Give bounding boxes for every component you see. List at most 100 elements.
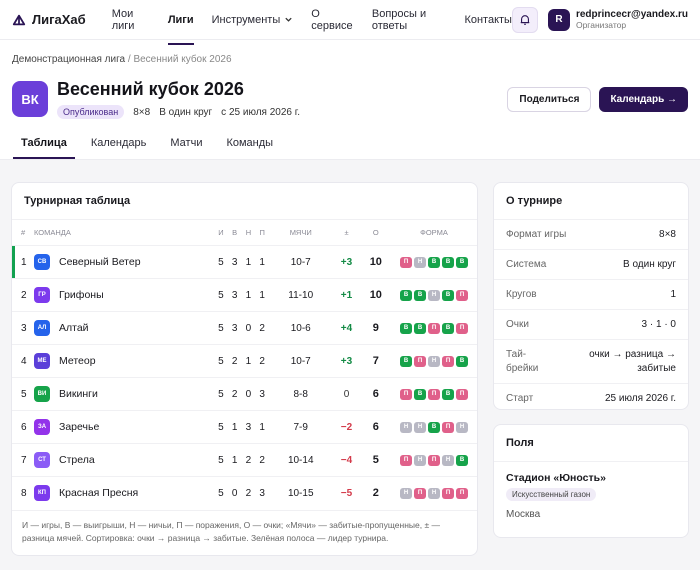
col-diff: ± bbox=[332, 219, 361, 246]
nav-faq[interactable]: Вопросы и ответы bbox=[372, 8, 447, 32]
team-cell[interactable]: СВ Северный Ветер bbox=[34, 245, 214, 279]
form-badge: В bbox=[414, 388, 426, 400]
points-cell: 10 bbox=[360, 245, 391, 279]
league-logo: ВК bbox=[12, 81, 48, 117]
played-cell: 5 bbox=[214, 278, 228, 312]
wins-cell: 3 bbox=[227, 278, 242, 312]
user-menu[interactable]: R redprincecr@yandex.ru Организатор bbox=[547, 8, 688, 31]
about-value: 25 июля 2026 г. bbox=[604, 393, 676, 404]
meta-format: 8×8 bbox=[133, 106, 151, 118]
tab-teams[interactable]: Команды bbox=[226, 137, 274, 149]
wins-cell: 2 bbox=[227, 377, 242, 411]
tab-table[interactable]: Таблица bbox=[13, 137, 75, 159]
brand-icon bbox=[12, 14, 26, 25]
table-row[interactable]: 2 ГР Грифоны 5 3 1 1 11-10 +1 10 В В Н В П bbox=[12, 278, 477, 312]
goals-cell: 11-10 bbox=[269, 278, 333, 312]
form-badge: В bbox=[456, 454, 468, 466]
form-badge: П bbox=[428, 388, 440, 400]
standings-card: Турнирная таблица # КОМАНДА И В Н П МЯЧИ… bbox=[11, 182, 478, 556]
form-badge: В bbox=[442, 388, 454, 400]
share-button[interactable]: Поделиться bbox=[507, 86, 592, 112]
nav-leagues[interactable]: Лиги bbox=[167, 8, 194, 45]
draws-cell: 1 bbox=[241, 344, 256, 378]
table-row[interactable]: 4 МЕ Метеор 5 2 1 2 10-7 +3 7 В П Н П В bbox=[12, 344, 477, 378]
form-badge: П bbox=[456, 388, 468, 400]
fields-card: Поля Стадион «Юность» Искусственный газо… bbox=[493, 424, 689, 538]
notifications-button[interactable] bbox=[511, 6, 538, 33]
table-row[interactable]: 7 СТ Стрела 5 1 2 2 10-14 −4 5 П Н П Н В bbox=[12, 443, 477, 477]
team-cell[interactable]: КП Красная Пресня bbox=[34, 476, 214, 510]
team-cell[interactable]: ВИ Викинги bbox=[34, 377, 214, 411]
form-badge: Н bbox=[428, 355, 440, 367]
nav-label: Инструменты bbox=[211, 13, 281, 26]
team-cell[interactable]: СТ Стрела bbox=[34, 443, 214, 477]
diff-cell: 0 bbox=[332, 377, 361, 411]
form-badge: П bbox=[456, 487, 468, 499]
points-cell: 2 bbox=[360, 476, 391, 510]
title-block: Весенний кубок 2026 Опубликован 8×8 В од… bbox=[57, 79, 300, 119]
meta-system: В один круг bbox=[159, 106, 213, 118]
form-badge: В bbox=[400, 289, 412, 301]
tab-matches[interactable]: Матчи bbox=[170, 137, 203, 149]
goals-cell: 10-6 bbox=[269, 311, 333, 345]
team-badge: ГР bbox=[34, 287, 50, 303]
goals-cell: 10-15 bbox=[269, 476, 333, 510]
draws-cell: 2 bbox=[241, 476, 256, 510]
calendar-button[interactable]: Календарь → bbox=[599, 86, 688, 112]
about-key: Система bbox=[506, 259, 547, 270]
standings-header-row: # КОМАНДА И В Н П МЯЧИ ± О ФОРМА bbox=[12, 219, 477, 246]
team-cell[interactable]: ЗА Заречье bbox=[34, 410, 214, 444]
points-cell: 10 bbox=[360, 278, 391, 312]
breadcrumb-parent[interactable]: Демонстрационная лига bbox=[12, 54, 126, 65]
form-badge: П bbox=[400, 388, 412, 400]
losses-cell: 1 bbox=[255, 245, 270, 279]
table-row[interactable]: 1 СВ Северный Ветер 5 3 1 1 10-7 +3 10 П Н В В В bbox=[12, 245, 477, 279]
league-header: Демонстрационная лига / Весенний кубок 2… bbox=[0, 40, 700, 160]
draws-cell: 3 bbox=[241, 410, 256, 444]
tab-calendar[interactable]: Календарь bbox=[90, 137, 147, 149]
team-name: Викинги bbox=[59, 388, 98, 400]
table-row[interactable]: 3 АЛ Алтай 5 3 0 2 10-6 +4 9 В В П В П bbox=[12, 311, 477, 345]
points-cell: 5 bbox=[360, 443, 391, 477]
nav-contacts[interactable]: Контакты bbox=[464, 8, 512, 32]
draws-cell: 2 bbox=[241, 443, 256, 477]
form-badge: В bbox=[414, 322, 426, 334]
about-row-start: Старт 25 июля 2026 г. bbox=[494, 383, 688, 413]
col-points: О bbox=[360, 219, 391, 246]
nav-about[interactable]: О сервисе bbox=[311, 8, 354, 32]
table-row[interactable]: 6 ЗА Заречье 5 1 3 1 7-9 −2 6 Н Н В П Н bbox=[12, 410, 477, 444]
draws-cell: 0 bbox=[241, 311, 256, 345]
form-badge: П bbox=[428, 322, 440, 334]
about-value: 1 bbox=[670, 289, 676, 300]
losses-cell: 3 bbox=[255, 377, 270, 411]
brand-logo[interactable]: ЛигаХаб bbox=[12, 12, 86, 27]
draws-cell: 0 bbox=[241, 377, 256, 411]
rank-cell: 8 bbox=[12, 476, 34, 510]
team-name: Красная Пресня bbox=[59, 487, 139, 500]
venue-item[interactable]: Стадион «Юность» Искусственный газон Мос… bbox=[494, 461, 688, 520]
losses-cell: 1 bbox=[255, 410, 270, 444]
form-badge: П bbox=[428, 454, 440, 466]
table-row[interactable]: 8 КП Красная Пресня 5 0 2 3 10-15 −5 2 Н П Н П П bbox=[12, 476, 477, 510]
diff-cell: −4 bbox=[332, 443, 361, 477]
team-cell[interactable]: ГР Грифоны bbox=[34, 278, 214, 312]
rank-cell: 6 bbox=[12, 410, 34, 444]
diff-cell: +4 bbox=[332, 311, 361, 345]
goals-cell: 10-7 bbox=[269, 344, 333, 378]
diff-cell: −5 bbox=[332, 476, 361, 510]
standings-title: Турнирная таблица bbox=[24, 195, 131, 207]
wins-cell: 0 bbox=[227, 476, 242, 510]
nav-my-leagues[interactable]: Мои лиги bbox=[112, 8, 150, 32]
table-row[interactable]: 5 ВИ Викинги 5 2 0 3 8-8 0 6 П В П В П bbox=[12, 377, 477, 411]
nav-tools[interactable]: Инструменты bbox=[212, 8, 294, 32]
team-badge: КП bbox=[34, 485, 50, 502]
nav-label: О сервисе bbox=[311, 7, 353, 32]
breadcrumb: Демонстрационная лига / Весенний кубок 2… bbox=[12, 54, 688, 65]
breadcrumb-separator: / bbox=[127, 54, 131, 65]
league-meta: Опубликован 8×8 В один круг с 25 июля 20… bbox=[57, 105, 300, 119]
team-badge: ЗА bbox=[34, 419, 50, 435]
team-cell[interactable]: МЕ Метеор bbox=[34, 344, 214, 378]
about-row-rounds: Кругов 1 bbox=[494, 279, 688, 309]
team-cell[interactable]: АЛ Алтай bbox=[34, 311, 214, 345]
